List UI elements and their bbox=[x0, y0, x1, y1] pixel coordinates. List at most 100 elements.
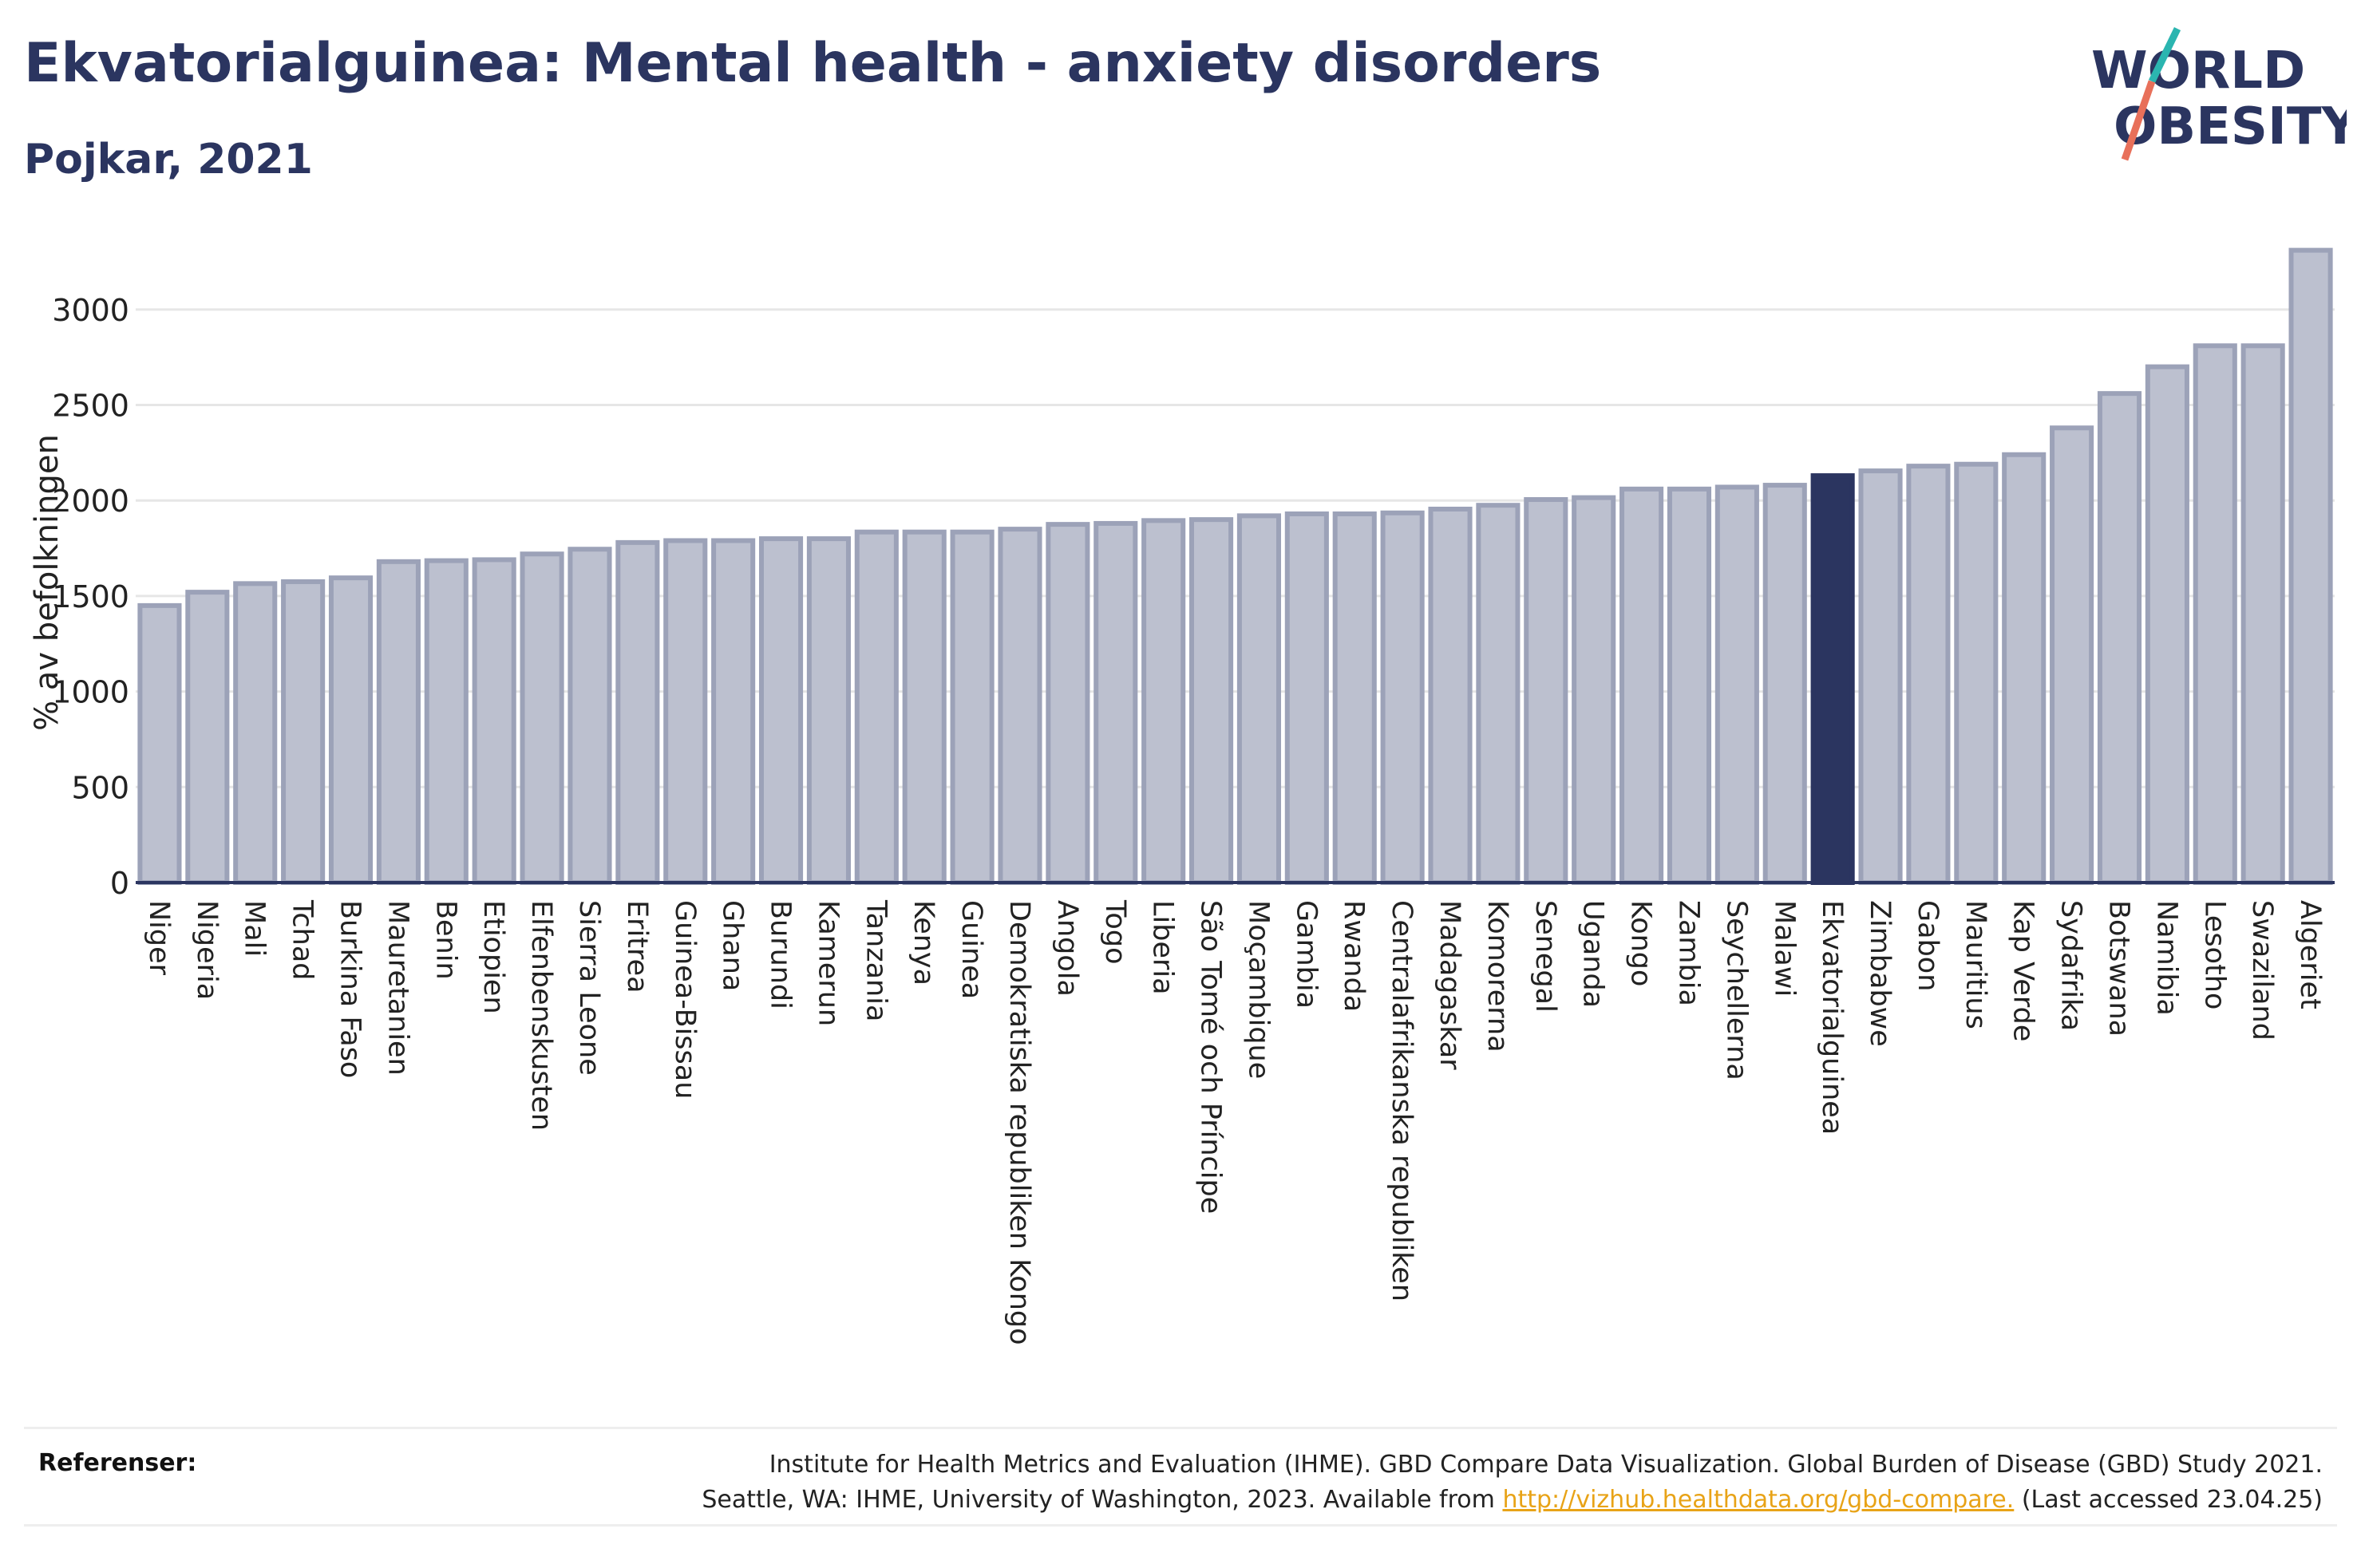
bar bbox=[1141, 518, 1186, 886]
bar bbox=[902, 529, 947, 885]
x-tick-label: Algeriet bbox=[2294, 900, 2326, 1009]
bar bbox=[376, 559, 421, 885]
references-line1: Institute for Health Metrics and Evaluat… bbox=[769, 1451, 2323, 1479]
x-tick-label: Madagaskar bbox=[1434, 900, 1465, 1070]
bar-highlight bbox=[1810, 473, 1855, 885]
bar bbox=[998, 527, 1042, 885]
bar bbox=[1906, 464, 1951, 885]
x-tick-label: Liberia bbox=[1147, 900, 1179, 995]
bar bbox=[2193, 343, 2237, 885]
x-tick-label: Kap Verde bbox=[2007, 900, 2039, 1041]
bar bbox=[854, 529, 899, 885]
bar bbox=[281, 579, 326, 885]
bar bbox=[1714, 484, 1759, 885]
bar bbox=[2240, 343, 2285, 885]
bar bbox=[185, 590, 230, 885]
x-tick-label: Senegal bbox=[1529, 900, 1561, 1013]
bar bbox=[1284, 511, 1329, 886]
bar bbox=[1667, 486, 1712, 886]
x-tick-label: Kamerun bbox=[812, 900, 844, 1026]
bar bbox=[1428, 506, 1473, 885]
references-text: Institute for Health Metrics and Evaluat… bbox=[407, 1448, 2323, 1518]
x-tick-label: Zimbabwe bbox=[1864, 900, 1896, 1047]
references-label: Referenser: bbox=[38, 1449, 197, 1477]
logo-slash-teal bbox=[2148, 27, 2181, 83]
x-tick-label: Tchad bbox=[287, 899, 318, 981]
x-tick-label: Swaziland bbox=[2246, 900, 2278, 1041]
y-tick-label: 2500 bbox=[52, 389, 129, 424]
bar bbox=[2050, 425, 2094, 885]
x-tick-label: Centralafrikanska republiken bbox=[1386, 900, 1418, 1301]
bar bbox=[1046, 522, 1090, 885]
x-tick-label: Burundi bbox=[765, 900, 797, 1009]
bar bbox=[950, 529, 995, 885]
bar-chart: 0 500 1000 1500 2000 2500 3000 Niger Nigeria Mal… bbox=[29, 247, 2335, 1345]
references-divider-bottom bbox=[24, 1524, 2337, 1527]
x-tick-label: Zambia bbox=[1672, 900, 1704, 1006]
x-tick-label: Burkina Faso bbox=[334, 900, 366, 1078]
bar bbox=[1762, 483, 1807, 885]
bar bbox=[472, 557, 516, 885]
x-tick-label: Elfenbenskusten bbox=[525, 900, 557, 1131]
bar bbox=[711, 538, 756, 885]
x-tick-label: Moçambique bbox=[1242, 900, 1274, 1079]
x-tick-label: Namibia bbox=[2150, 900, 2182, 1016]
page-title: Ekvatorialguinea: Mental health - anxiet… bbox=[24, 32, 1602, 95]
bar bbox=[328, 575, 374, 886]
logo-line1: WORLD bbox=[2091, 41, 2305, 101]
bar bbox=[2288, 247, 2333, 885]
bar bbox=[1236, 513, 1282, 885]
bar bbox=[806, 536, 851, 885]
x-tick-label: Etiopien bbox=[477, 900, 509, 1014]
x-tick-label: Eritrea bbox=[621, 900, 653, 993]
x-tick-label: Sierra Leone bbox=[573, 900, 605, 1076]
page-subtitle: Pojkar, 2021 bbox=[24, 136, 313, 184]
x-tick-label: Nigeria bbox=[191, 900, 223, 1000]
bar bbox=[1476, 503, 1521, 885]
x-tick-label: Guinea bbox=[955, 900, 987, 999]
x-tick-label: São Tomé och Príncipe bbox=[1195, 900, 1227, 1214]
logo-slash-coral bbox=[2121, 80, 2156, 161]
bar bbox=[2097, 391, 2142, 886]
bar bbox=[424, 558, 469, 885]
x-tick-label: Ghana bbox=[717, 900, 749, 991]
y-tick-label: 3000 bbox=[52, 293, 129, 328]
bar bbox=[1524, 497, 1568, 885]
y-axis-label: % av befolkningen bbox=[29, 434, 65, 731]
y-tick-label: 500 bbox=[71, 770, 129, 805]
references-divider-top bbox=[24, 1427, 2337, 1429]
y-tick-label: 1000 bbox=[52, 675, 129, 710]
x-tick-label: Benin bbox=[429, 900, 461, 980]
y-tick-label: 0 bbox=[110, 866, 129, 901]
bars bbox=[137, 247, 2333, 886]
x-tick-label: Gabon bbox=[1912, 900, 1944, 991]
x-tick-label: Angola bbox=[1051, 900, 1083, 997]
x-tick-label: Mali bbox=[239, 900, 271, 957]
bar bbox=[137, 602, 182, 885]
bar bbox=[615, 539, 660, 885]
x-tick-label: Mauritius bbox=[1960, 900, 1991, 1029]
bar bbox=[2002, 452, 2047, 885]
bar bbox=[1858, 468, 1903, 885]
x-tick-label: Botswana bbox=[2102, 900, 2134, 1037]
x-tick-label: Demokratiska republiken Kongo bbox=[1003, 900, 1035, 1345]
x-tick-label: Gambia bbox=[1290, 900, 1322, 1009]
x-tick-label: Seychellerna bbox=[1720, 900, 1752, 1080]
x-tick-label: Ekvatorialguinea bbox=[1816, 900, 1848, 1135]
references-line2-prefix: Seattle, WA: IHME, University of Washing… bbox=[702, 1486, 1495, 1514]
bar bbox=[1619, 486, 1664, 886]
x-tick-labels: Niger Nigeria Mali Tchad Burkina Faso Maureta… bbox=[143, 899, 2326, 1345]
bar bbox=[1572, 495, 1616, 885]
references-link[interactable]: http://vizhub.healthdata.org/gbd-compare… bbox=[1502, 1486, 2015, 1514]
logo-line2: OBESITY bbox=[2114, 97, 2347, 156]
bar bbox=[1188, 517, 1234, 885]
bar bbox=[568, 547, 612, 885]
x-tick-label: Tanzania bbox=[860, 899, 892, 1021]
x-tick-label: Guinea-Bissau bbox=[669, 900, 701, 1099]
references-line2: Seattle, WA: IHME, University of Washing… bbox=[407, 1483, 2323, 1518]
x-tick-label: Komorerna bbox=[1481, 900, 1513, 1053]
y-tick-labels: 0 500 1000 1500 2000 2500 3000 bbox=[52, 293, 129, 901]
x-tick-label: Uganda bbox=[1577, 900, 1609, 1008]
bar bbox=[663, 538, 708, 885]
bar bbox=[758, 536, 804, 885]
